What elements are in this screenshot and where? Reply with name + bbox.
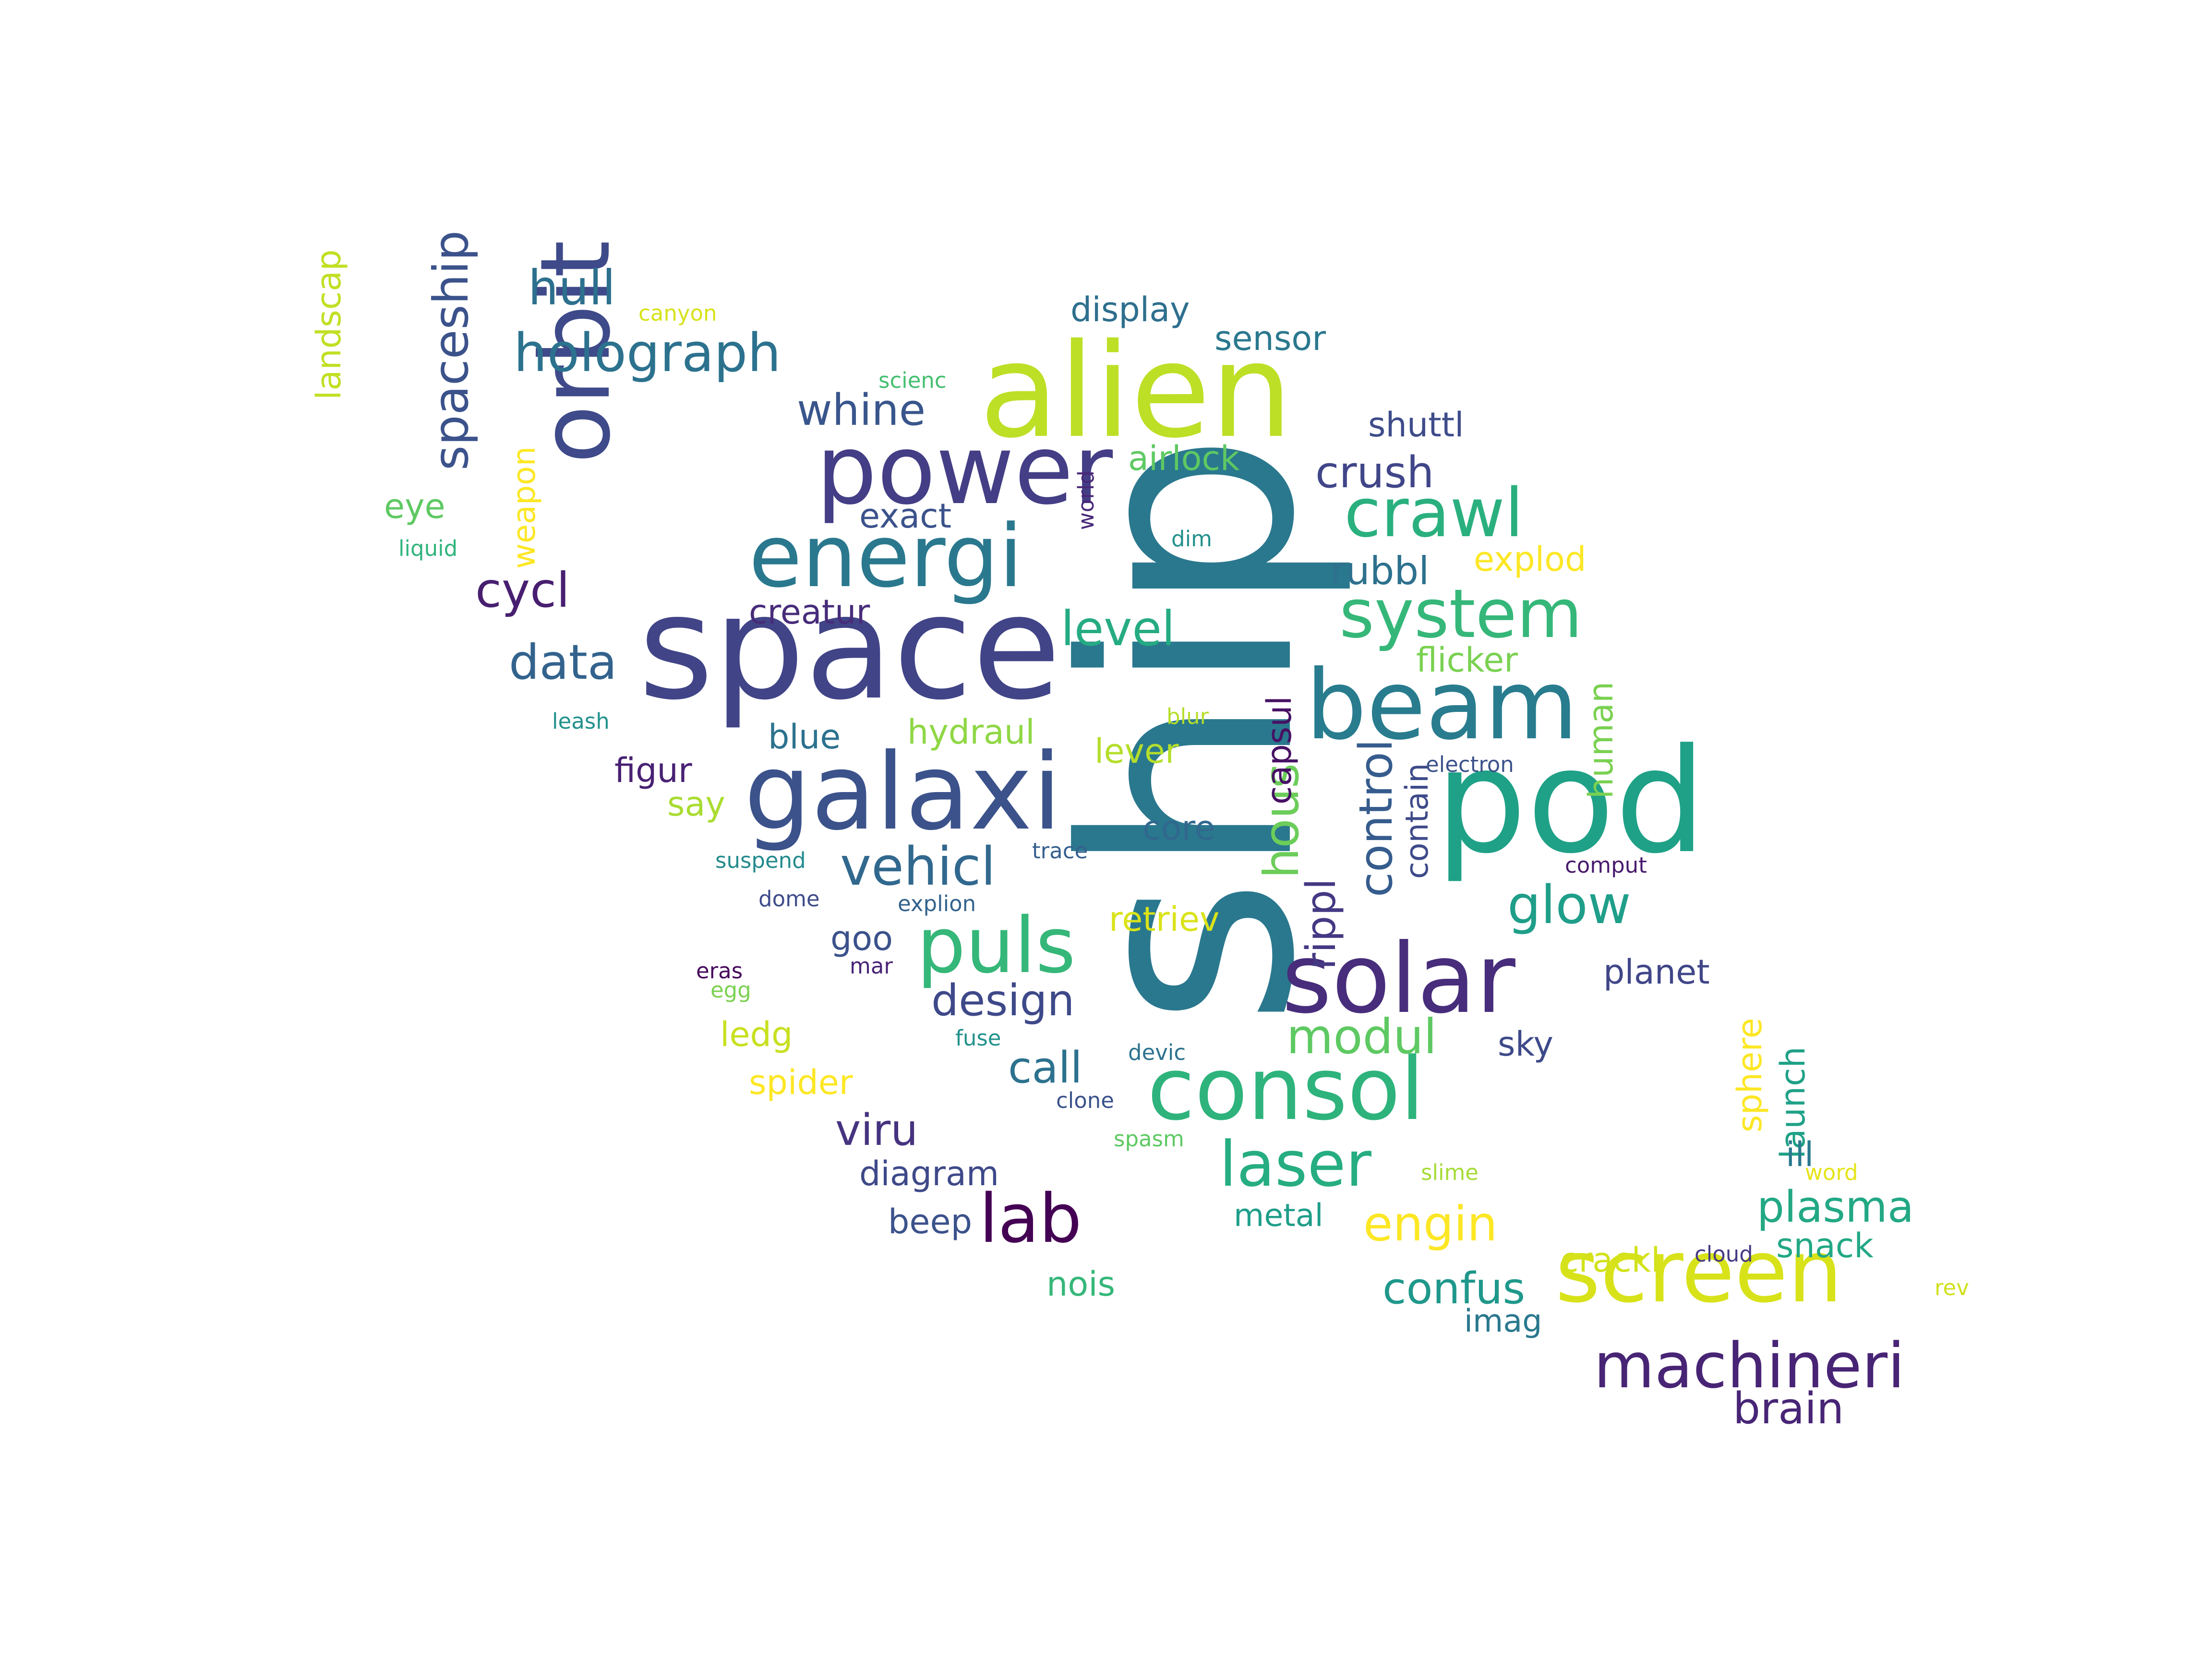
- word-slime: slime: [1421, 1160, 1479, 1185]
- word-crackl: crackl: [1560, 1240, 1660, 1280]
- word-plasma: plasma: [1757, 1182, 1914, 1232]
- word-control: control: [1350, 739, 1403, 897]
- word-rev: rev: [1935, 1275, 1969, 1300]
- word-laser: laser: [1219, 1128, 1371, 1201]
- word-eras: eras: [696, 958, 743, 984]
- word-vehicl: vehicl: [840, 836, 996, 897]
- word-call: call: [1008, 1043, 1082, 1093]
- word-shuttl: shuttl: [1368, 405, 1464, 445]
- word-trace: trace: [1032, 838, 1088, 864]
- word-crawl: crawl: [1344, 474, 1524, 553]
- word-crush: crush: [1315, 447, 1434, 498]
- word-scienc: scienc: [878, 368, 947, 393]
- word-comput: comput: [1565, 853, 1647, 878]
- word-flicker: flicker: [1416, 640, 1518, 680]
- word-blue: blue: [768, 717, 841, 757]
- word-nois: nois: [1046, 1264, 1116, 1304]
- word-retriev: retriev: [1109, 900, 1220, 939]
- word-exact: exact: [859, 496, 952, 536]
- word-clone: clone: [1056, 1088, 1114, 1113]
- word-whine: whine: [797, 385, 926, 435]
- word-spider: spider: [749, 1063, 853, 1102]
- word-level: level: [1061, 601, 1175, 657]
- word-leash: leash: [552, 709, 610, 734]
- word-capsul: capsul: [1260, 696, 1299, 805]
- word-power: power: [816, 414, 1113, 526]
- word-sky: sky: [1498, 1024, 1553, 1064]
- word-galaxi: galaxi: [744, 731, 1062, 854]
- word-cloud: cloud: [1695, 1241, 1753, 1267]
- word-core: core: [1142, 808, 1215, 848]
- word-canyon: canyon: [638, 301, 717, 326]
- word-rubbl: rubbl: [1330, 549, 1430, 593]
- word-human: human: [1581, 681, 1621, 799]
- word-confus: confus: [1382, 1263, 1526, 1314]
- word-world: world: [1073, 470, 1099, 530]
- word-puls: puls: [917, 901, 1076, 990]
- word-egg: egg: [710, 977, 751, 1003]
- word-space: space: [638, 564, 1061, 732]
- word-consol: consol: [1147, 1039, 1425, 1140]
- word-system: system: [1339, 575, 1583, 653]
- word-suspend: suspend: [715, 848, 806, 873]
- word-fuse: fuse: [955, 1025, 1001, 1051]
- word-machineri: machineri: [1594, 1329, 1905, 1402]
- word-brain: brain: [1733, 1383, 1844, 1434]
- word-metal: metal: [1234, 1198, 1323, 1234]
- word-design: design: [931, 975, 1075, 1026]
- word-energi: energi: [749, 506, 1023, 607]
- word-dome: dome: [758, 886, 820, 912]
- word-spaceship: spaceship: [423, 230, 479, 470]
- word-landscap: landscap: [309, 249, 349, 400]
- word-beam: beam: [1306, 649, 1578, 761]
- word-planet: planet: [1603, 952, 1710, 992]
- word-ill: ill: [1786, 1135, 1814, 1174]
- word-cycl: cycl: [475, 562, 570, 618]
- word-liquid: liquid: [398, 536, 458, 561]
- word-goo: goo: [830, 919, 893, 958]
- word-eye: eye: [384, 487, 445, 526]
- word-sensor: sensor: [1214, 319, 1326, 358]
- word-rippl: rippl: [1298, 878, 1345, 970]
- word-contain: contain: [1399, 763, 1435, 879]
- word-dim: dim: [1171, 526, 1212, 552]
- word-creatur: creatur: [749, 592, 870, 632]
- word-mar: mar: [850, 953, 893, 979]
- word-lever: lever: [1094, 732, 1179, 771]
- word-spasm: spasm: [1114, 1126, 1184, 1152]
- word-word: word: [1805, 1160, 1858, 1185]
- word-imag: imag: [1464, 1303, 1542, 1339]
- word-say: say: [667, 784, 725, 824]
- word-display: display: [1070, 290, 1190, 329]
- word-viru: viru: [835, 1105, 918, 1155]
- word-modul: modul: [1286, 1009, 1437, 1065]
- word-alien: alien: [979, 315, 1293, 467]
- word-weapon: weapon: [506, 446, 542, 569]
- word-explion: explion: [898, 891, 976, 916]
- word-engin: engin: [1363, 1196, 1498, 1252]
- word-hull: hull: [528, 260, 616, 316]
- word-holograph: holograph: [514, 322, 781, 384]
- word-screen: screen: [1555, 1222, 1843, 1322]
- word-airlock: airlock: [1128, 439, 1240, 478]
- word-solar: solar: [1282, 923, 1515, 1035]
- word-data: data: [509, 634, 617, 690]
- word-figur: figur: [614, 751, 692, 790]
- word-diagram: diagram: [859, 1154, 999, 1193]
- word-blur: blur: [1166, 704, 1209, 729]
- word-sphere: sphere: [1730, 1018, 1769, 1132]
- word-hydraul: hydraul: [907, 712, 1035, 752]
- word-ledg: ledg: [720, 1015, 793, 1054]
- word-snack: snack: [1776, 1226, 1874, 1265]
- word-beep: beep: [888, 1202, 972, 1241]
- word-pod: pod: [1435, 718, 1707, 885]
- word-glow: glow: [1507, 874, 1631, 936]
- word-lab: lab: [979, 1180, 1082, 1258]
- word-explod: explod: [1474, 540, 1587, 579]
- word-devic: devic: [1128, 1040, 1186, 1065]
- word-electron: electron: [1426, 752, 1514, 777]
